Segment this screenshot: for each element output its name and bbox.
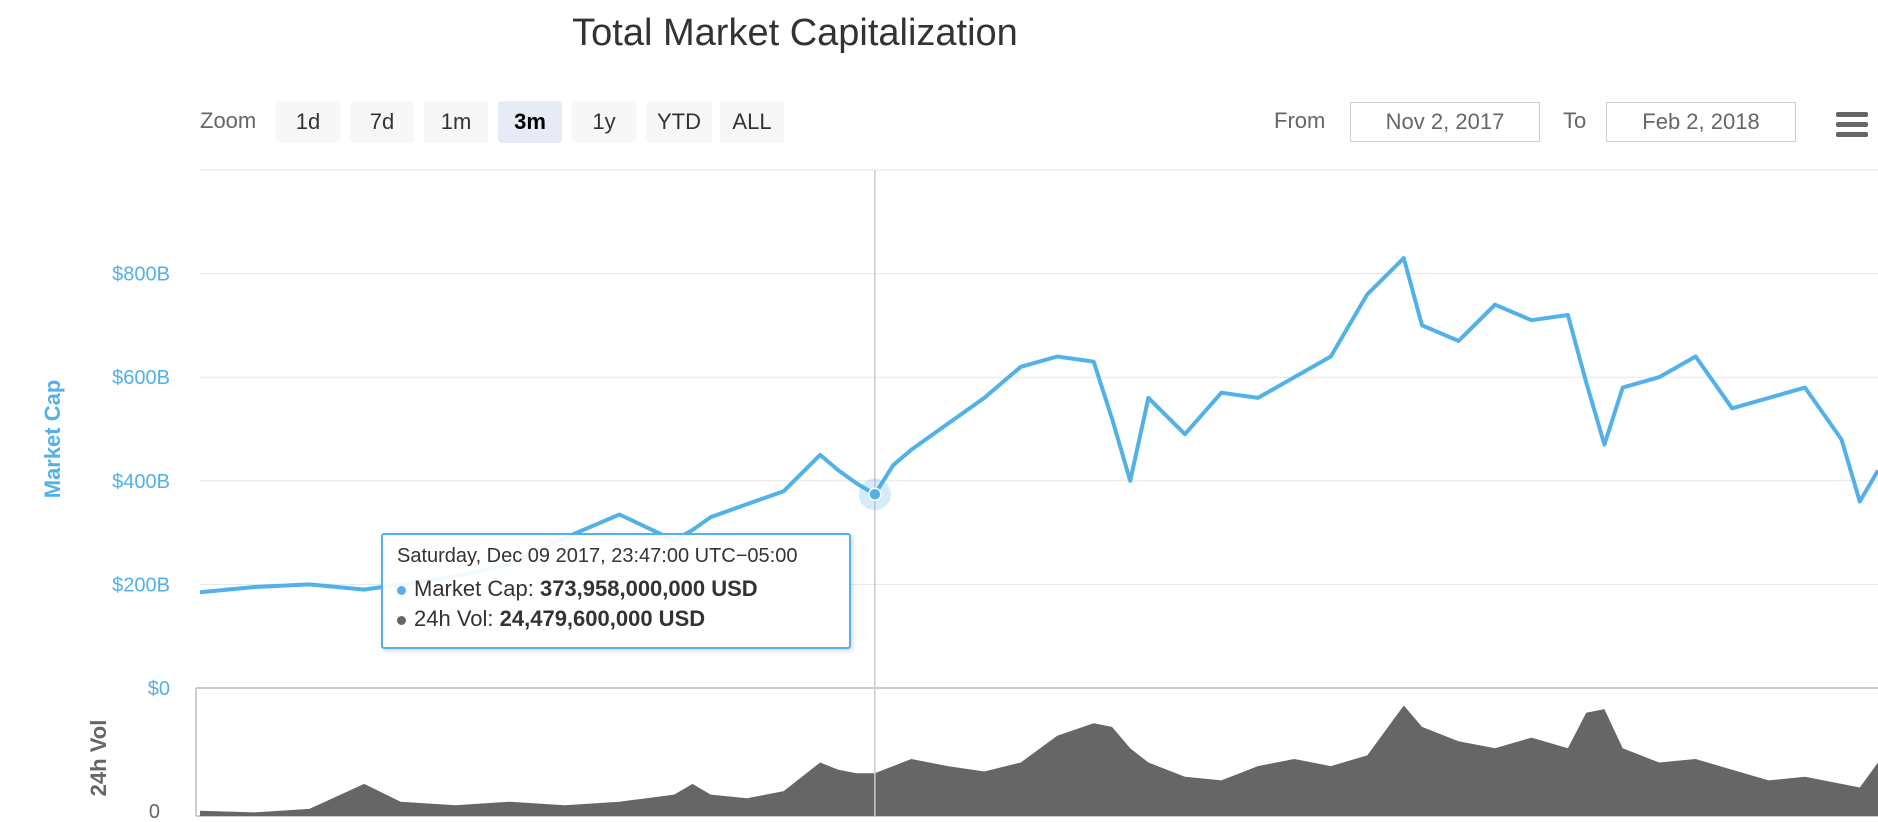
- volume-tick-label: 0: [149, 801, 160, 822]
- tooltip-vol-label: 24h Vol:: [414, 606, 494, 631]
- zoom-label: Zoom: [200, 108, 257, 133]
- zoom-1y-button[interactable]: 1y: [572, 101, 636, 143]
- volume-area: [200, 705, 1878, 816]
- zoom-all-button[interactable]: ALL: [720, 101, 784, 143]
- zoom-7d-button[interactable]: 7d: [350, 101, 414, 143]
- from-label: From: [1274, 108, 1326, 133]
- to-label: To: [1563, 108, 1587, 133]
- tooltip-market-cap-label: Market Cap:: [414, 576, 534, 601]
- vol-dot-icon: [397, 615, 406, 625]
- y-tick-label: $0: [148, 678, 170, 700]
- to-date-input[interactable]: [1606, 102, 1796, 142]
- hover-point: [868, 487, 882, 502]
- tooltip-market-cap-value: 373,958,000,000 USD: [539, 576, 758, 601]
- hamburger-menu-icon[interactable]: [1836, 112, 1868, 138]
- y-tick-label: $400B: [112, 471, 170, 493]
- chart-tooltip: Saturday, Dec 09 2017, 23:47:00 UTC−05:0…: [381, 533, 851, 649]
- y-tick-label: $800B: [112, 264, 170, 286]
- tooltip-vol-row: 24h Vol: 24,479,600,000 USD: [397, 604, 835, 634]
- from-date-input[interactable]: [1350, 102, 1540, 142]
- market-cap-line: [199, 256, 1878, 595]
- market-cap-dot-icon: [397, 585, 406, 595]
- tooltip-market-cap-row: Market Cap: 373,958,000,000 USD: [397, 574, 835, 604]
- zoom-3m-button[interactable]: 3m: [498, 101, 562, 143]
- chart-title: Total Market Capitalization: [572, 12, 1018, 54]
- zoom-1d-button[interactable]: 1d: [276, 101, 340, 143]
- volume-axis-title: 24h Vol: [86, 720, 111, 797]
- zoom-ytd-button[interactable]: YTD: [646, 101, 712, 143]
- y-tick-label: $200B: [112, 574, 170, 596]
- tooltip-date: Saturday, Dec 09 2017, 23:47:00 UTC−05:0…: [397, 545, 798, 567]
- y-tick-label: $600B: [112, 367, 170, 389]
- y-axis-title: Market Cap: [40, 380, 65, 499]
- tooltip-vol-value: 24,479,600,000 USD: [499, 606, 706, 631]
- zoom-1m-button[interactable]: 1m: [424, 101, 488, 143]
